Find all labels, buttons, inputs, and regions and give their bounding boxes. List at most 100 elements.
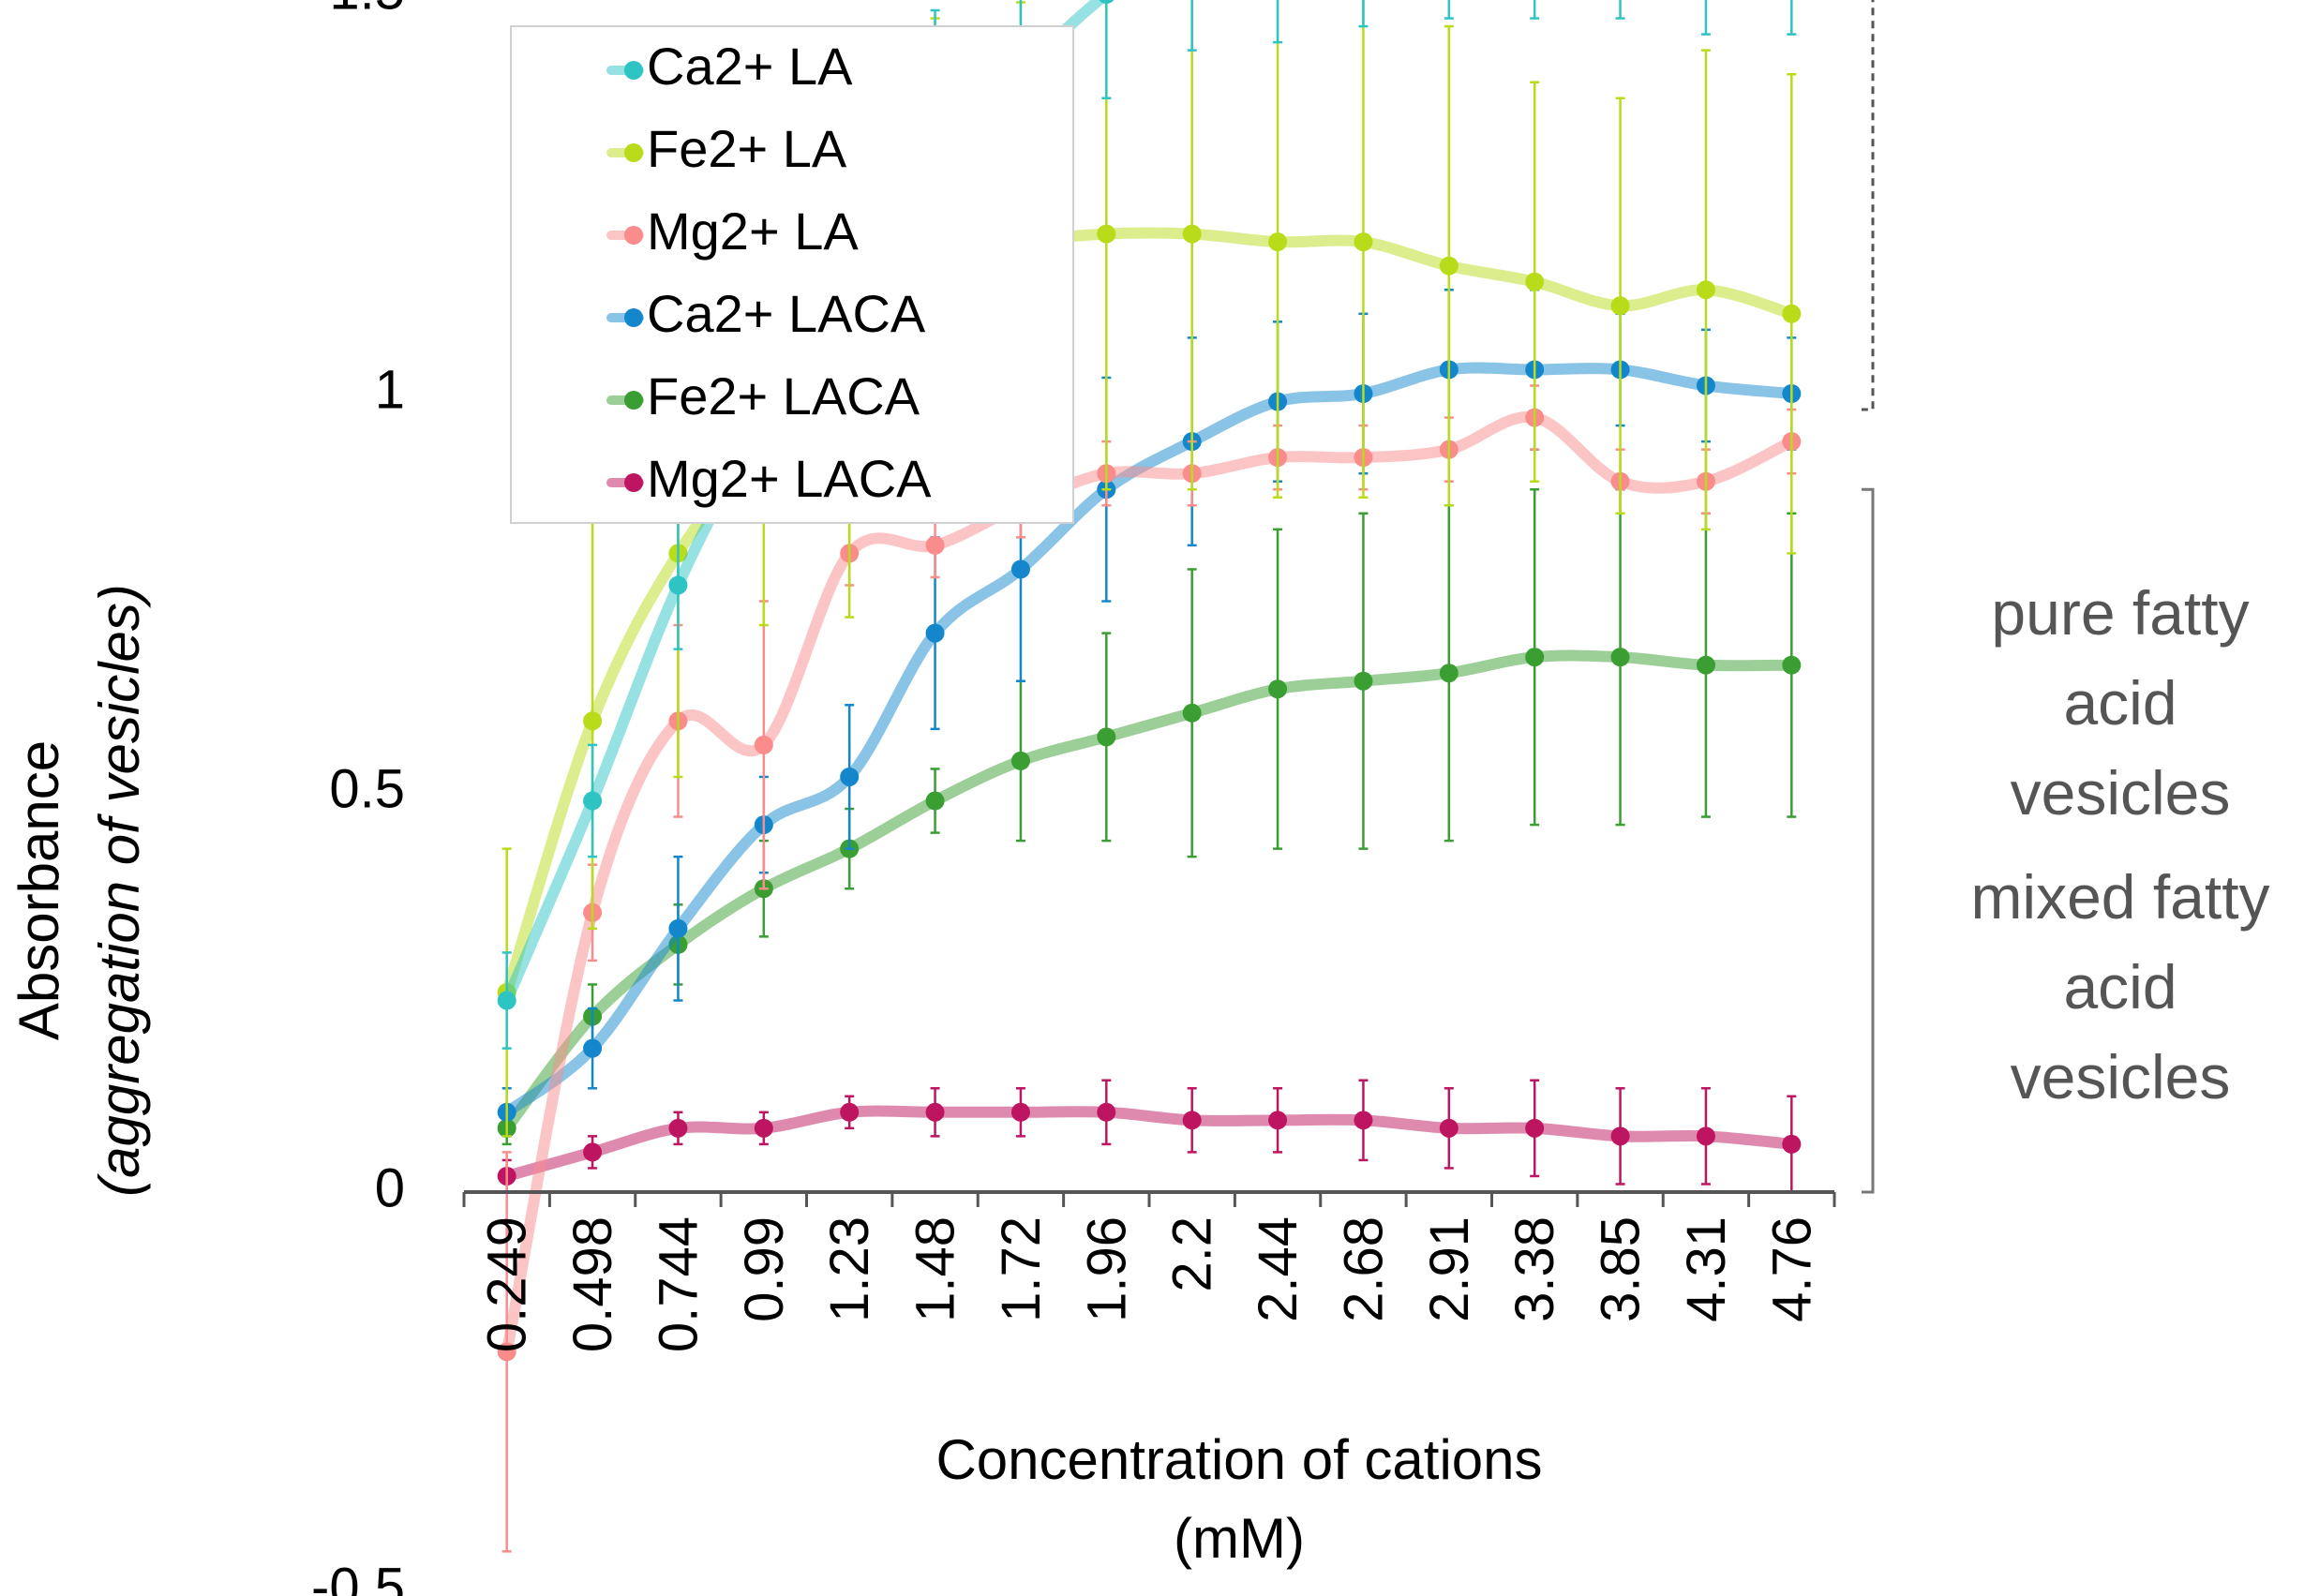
x-tick-label: 2.44 bbox=[1248, 1216, 1309, 1322]
x-tick-label: 1.23 bbox=[819, 1216, 880, 1322]
data-point bbox=[1439, 256, 1459, 276]
legend-label: Mg2+ LA bbox=[647, 201, 859, 261]
series-fe2-laca bbox=[497, 487, 1802, 1146]
data-point bbox=[1525, 1118, 1545, 1138]
legend-swatch-marker bbox=[624, 308, 643, 327]
x-tick-label: 4.31 bbox=[1676, 1216, 1737, 1322]
data-point bbox=[840, 1102, 860, 1122]
data-point bbox=[1354, 671, 1373, 691]
data-point bbox=[1782, 304, 1802, 323]
data-point bbox=[583, 791, 603, 811]
data-point bbox=[1439, 664, 1459, 683]
x-tick-labels: 0.249 0.498 0.744 0.99 1.23 1.48 1.72 1.96 2.2 2.… bbox=[477, 1216, 1823, 1352]
data-point bbox=[497, 991, 516, 1010]
data-point bbox=[497, 1342, 516, 1362]
y-tick-label: 1.5 bbox=[329, 0, 405, 21]
bracket-mixed bbox=[1862, 487, 1875, 1194]
data-point bbox=[1610, 296, 1630, 316]
legend-label: Ca2+ LA bbox=[647, 37, 853, 96]
data-point bbox=[1182, 1111, 1202, 1130]
legend: Ca2+ LA Fe2+ LA Mg2+ LA Ca2+ LACA Fe2+ LACA M… bbox=[510, 25, 1074, 524]
series-mg2-laca bbox=[497, 1079, 1802, 1194]
x-tick-label: 1.72 bbox=[991, 1216, 1052, 1322]
annotations: pure fatty acid vesicles mixed fatty acid ves… bbox=[1862, 0, 2270, 1194]
data-point bbox=[1610, 648, 1630, 667]
x-tick-label: 0.744 bbox=[648, 1216, 709, 1352]
x-tick-label: 0.249 bbox=[477, 1216, 538, 1352]
data-point bbox=[1010, 1102, 1030, 1122]
series-line bbox=[501, 410, 1798, 1358]
data-point bbox=[1354, 232, 1373, 252]
data-point bbox=[925, 1102, 945, 1122]
annotation-pure-label: pure fatty bbox=[1991, 578, 2249, 648]
data-point bbox=[1268, 679, 1288, 699]
y-axis-subtitle: (aggregation of vesicles) bbox=[88, 584, 151, 1197]
axes bbox=[462, 1190, 1836, 1207]
y-tick-label: 0 bbox=[375, 1157, 405, 1218]
series-layer bbox=[497, 0, 1802, 1553]
legend-label: Mg2+ LACA bbox=[647, 449, 932, 508]
data-point bbox=[1782, 1134, 1802, 1154]
y-tick-labels: -0.500.511.52 bbox=[311, 0, 405, 1596]
annotation-pure-label: acid bbox=[2063, 668, 2177, 738]
x-tick-label: 0.99 bbox=[734, 1216, 795, 1322]
x-tick-label: 2.2 bbox=[1162, 1216, 1223, 1292]
y-tick-label: 0.5 bbox=[329, 758, 405, 819]
data-point bbox=[668, 1118, 688, 1138]
legend-label: Ca2+ LACA bbox=[647, 284, 926, 343]
data-point bbox=[1097, 224, 1116, 244]
data-point bbox=[1696, 655, 1715, 675]
y-axis-title: Absorbance bbox=[7, 740, 70, 1040]
data-point bbox=[1354, 1111, 1373, 1130]
data-point bbox=[583, 1142, 603, 1162]
legend-swatch-marker bbox=[624, 143, 643, 162]
legend-swatch-marker bbox=[624, 226, 643, 245]
bracket-pure bbox=[1862, 0, 1875, 411]
data-point bbox=[1268, 232, 1288, 252]
legend-label: Fe2+ LA bbox=[647, 119, 847, 178]
y-tick-label: -0.5 bbox=[311, 1557, 405, 1596]
data-point bbox=[1268, 1111, 1288, 1130]
x-tick-label: 3.38 bbox=[1504, 1216, 1565, 1322]
y-tick-label: 1 bbox=[375, 359, 405, 420]
data-point bbox=[1182, 703, 1202, 723]
data-point bbox=[1010, 751, 1030, 770]
x-tick-label: 0.498 bbox=[562, 1216, 623, 1352]
x-tick-label: 2.91 bbox=[1419, 1216, 1480, 1322]
x-axis-title: Concentration of cations bbox=[935, 1428, 1542, 1491]
annotation-mixed-label: acid bbox=[2063, 952, 2177, 1022]
data-point bbox=[1182, 224, 1202, 244]
x-tick-label: 4.76 bbox=[1761, 1216, 1822, 1322]
data-point bbox=[668, 918, 688, 938]
legend-swatch-marker bbox=[624, 473, 643, 492]
data-point bbox=[1439, 1118, 1459, 1138]
legend-box bbox=[510, 25, 1074, 524]
data-point bbox=[754, 735, 773, 754]
annotation-mixed-label: vesicles bbox=[2011, 1042, 2231, 1111]
data-point bbox=[1097, 727, 1116, 747]
data-point bbox=[1696, 1126, 1715, 1146]
data-point bbox=[1696, 280, 1715, 300]
x-tick-label: 2.68 bbox=[1333, 1216, 1394, 1322]
data-point bbox=[925, 535, 945, 555]
data-point bbox=[1610, 1126, 1630, 1146]
x-axis-unit: (mM) bbox=[1174, 1507, 1305, 1570]
annotation-mixed-label: mixed fatty bbox=[1970, 862, 2269, 932]
series-line bbox=[501, 1105, 1798, 1182]
annotation-pure-label: vesicles bbox=[2011, 758, 2231, 828]
x-tick-label: 3.85 bbox=[1591, 1216, 1652, 1322]
legend-label: Fe2+ LACA bbox=[647, 366, 920, 425]
data-point bbox=[1099, 0, 1115, 4]
data-point bbox=[1097, 1102, 1116, 1122]
data-point bbox=[1782, 655, 1802, 675]
x-tick-label: 1.48 bbox=[905, 1216, 966, 1322]
data-point bbox=[1525, 648, 1545, 667]
data-point bbox=[668, 575, 688, 595]
data-point bbox=[925, 791, 945, 811]
data-point bbox=[754, 1118, 773, 1138]
data-point bbox=[1010, 559, 1030, 579]
legend-swatch-marker bbox=[624, 61, 643, 80]
legend-swatch-marker bbox=[624, 391, 643, 410]
data-point bbox=[583, 711, 603, 731]
